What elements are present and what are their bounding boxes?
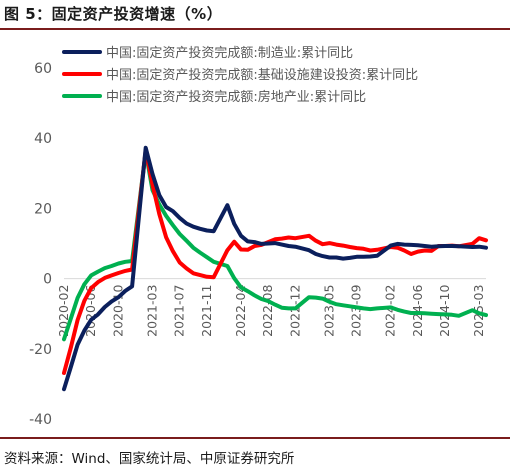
bottom-divider <box>0 437 510 439</box>
figure-title: 图 5：固定资产投资增速（%） <box>4 5 223 23</box>
x-tick-label: 2023-09 <box>349 285 364 337</box>
y-tick-label: 40 <box>34 131 52 147</box>
y-tick-label: 0 <box>43 272 52 288</box>
x-tick-label: 2021-07 <box>172 285 187 337</box>
x-tick-label: 2022-04 <box>233 285 248 337</box>
title-divider <box>0 28 510 30</box>
chart-legend: 中国:固定资产投资完成额:制造业:累计同比中国:固定资产投资完成额:基础设施建设… <box>62 45 418 105</box>
legend-label-3: 中国:固定资产投资完成额:房地产业:累计同比 <box>106 89 366 105</box>
x-tick-label: 2024-02 <box>383 285 398 337</box>
y-tick-label: 60 <box>34 61 52 77</box>
legend-label-2: 中国:固定资产投资完成额:基础设施建设投资:累计同比 <box>106 67 418 83</box>
y-tick-label: -20 <box>29 342 52 358</box>
x-tick-label: 2022-08 <box>260 285 275 337</box>
y-tick-label: 20 <box>34 201 52 217</box>
series-line-3 <box>62 149 488 342</box>
x-tick-label: 2022-12 <box>287 285 302 337</box>
series-layer <box>62 145 488 392</box>
x-tick-label: 2024-10 <box>437 285 452 337</box>
legend-label-1: 中国:固定资产投资完成额:制造业:累计同比 <box>106 45 353 61</box>
x-tick-label: 2021-11 <box>199 285 214 337</box>
x-tick-label: 2021-03 <box>144 285 159 337</box>
source-note: 资料来源：Wind、国家统计局、中原证券研究所 <box>4 451 295 467</box>
series-line-1 <box>62 145 488 392</box>
y-tick-label: -40 <box>29 412 52 428</box>
x-tick-label: 2024-06 <box>410 285 425 337</box>
series-line-2 <box>62 148 488 375</box>
x-tick-label: 2025-03 <box>471 285 486 337</box>
x-tick-label: 2023-05 <box>321 285 336 337</box>
